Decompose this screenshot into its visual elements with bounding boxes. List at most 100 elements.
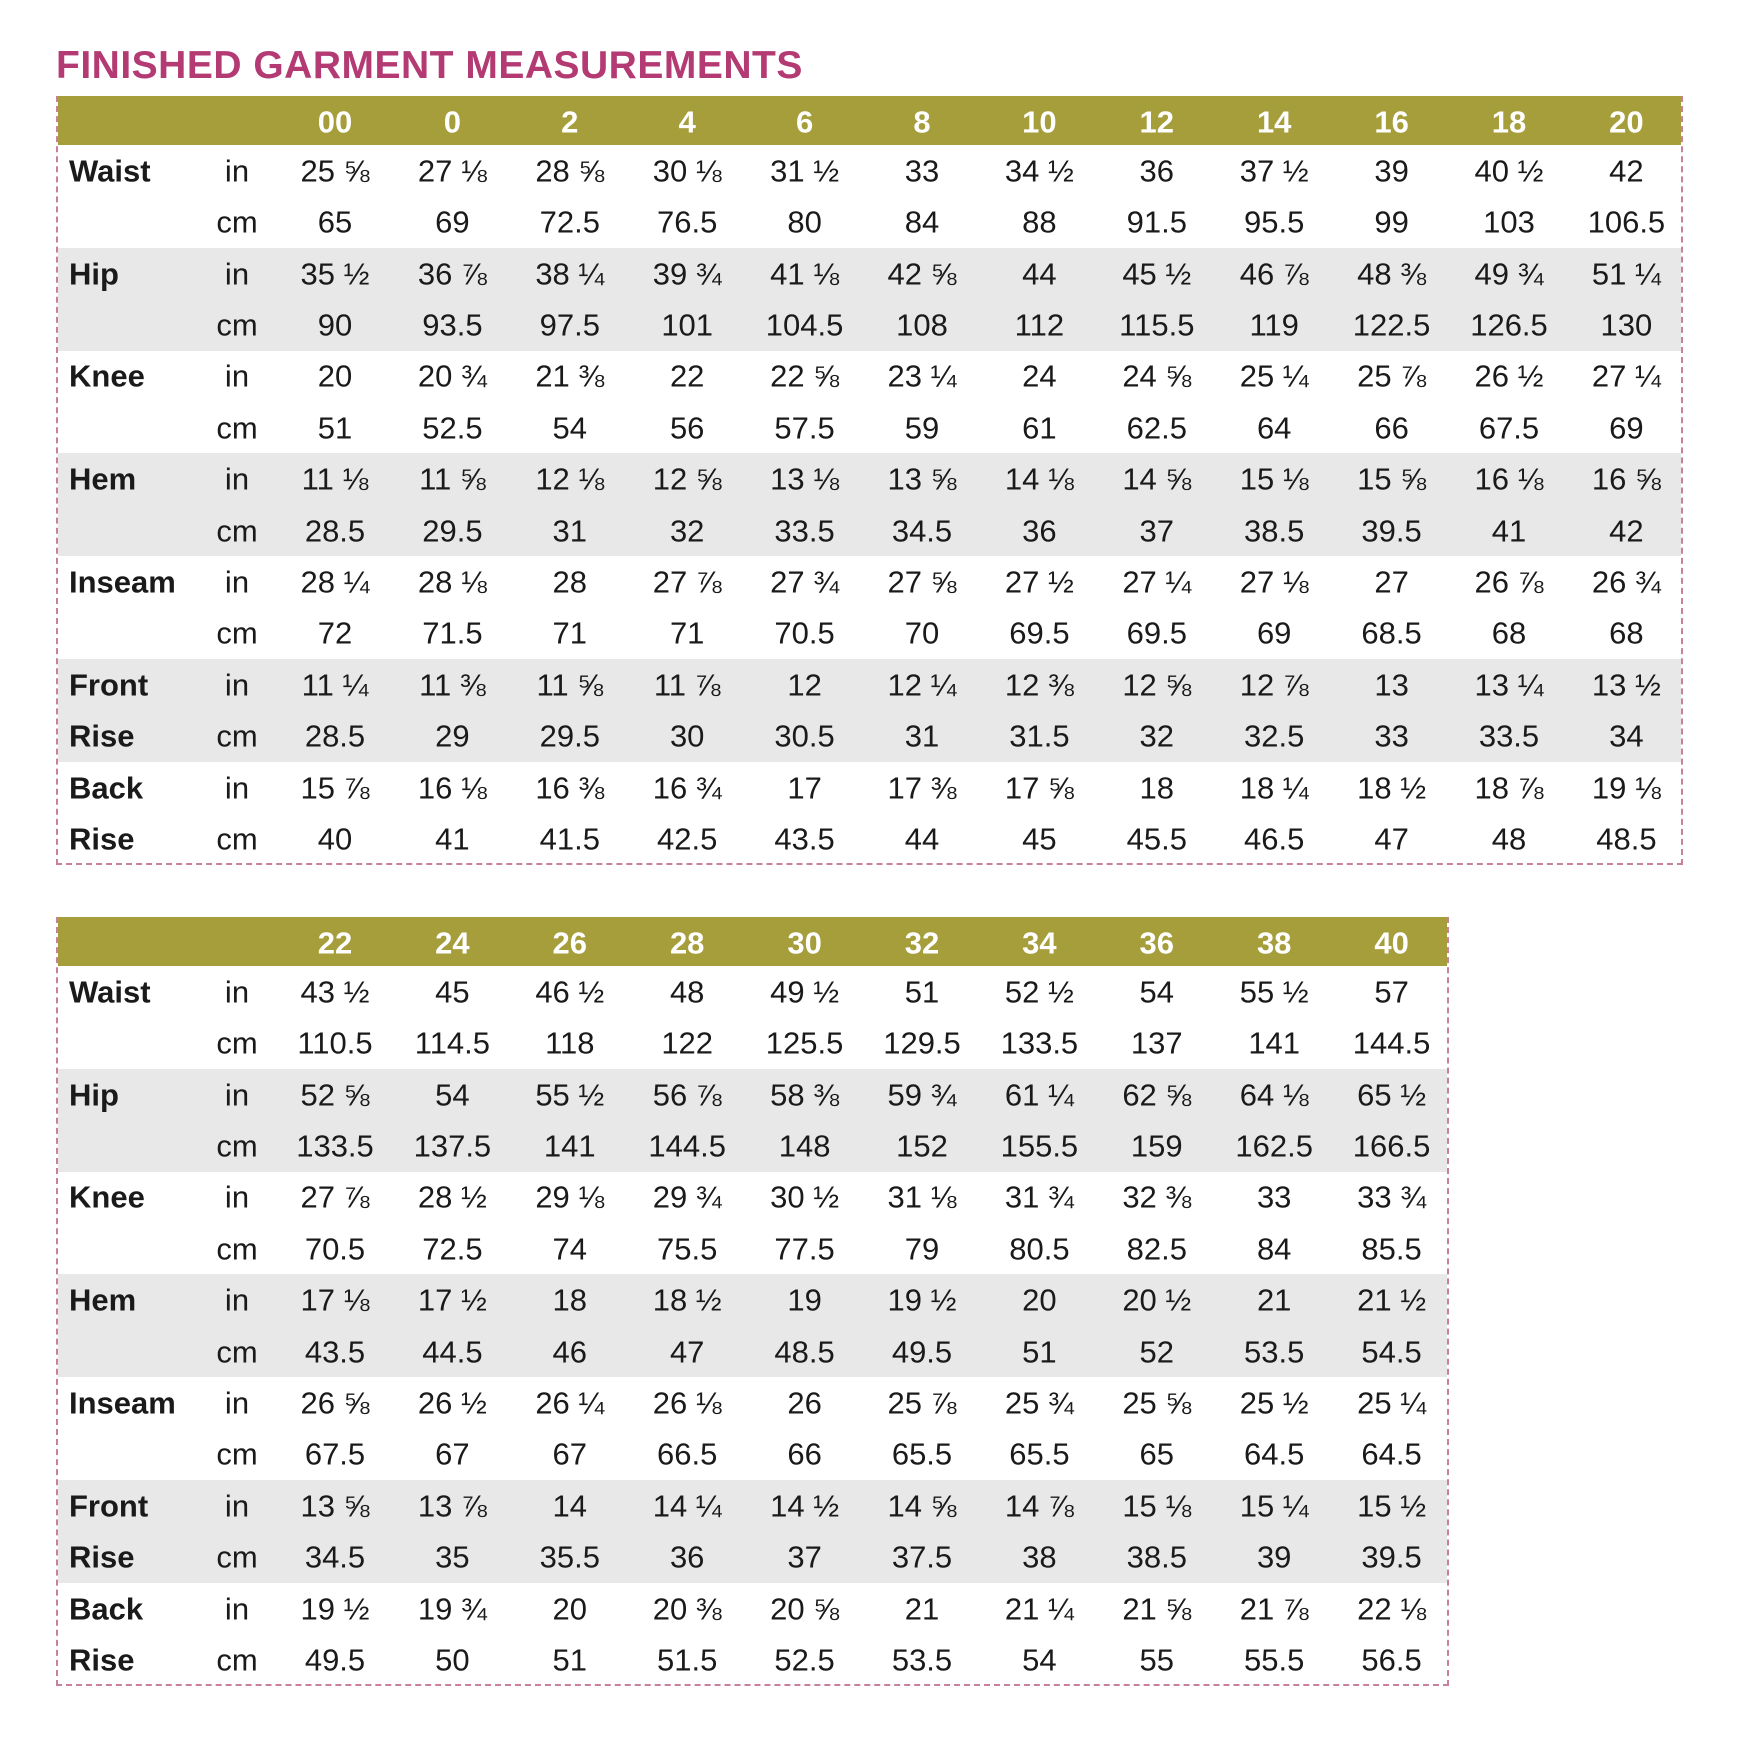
- header-row: 00 0 2 4 6 8 10 12 14 16 18 20: [58, 96, 1682, 145]
- value: 18: [1139, 770, 1175, 805]
- value: 21: [1256, 1282, 1292, 1318]
- value: 114.5: [414, 1025, 491, 1061]
- value: 130: [1600, 307, 1653, 343]
- value: 48: [1491, 821, 1527, 857]
- value: 42: [1609, 513, 1644, 548]
- value: 18: [552, 1282, 588, 1318]
- value: 28 ½: [417, 1179, 487, 1215]
- value: 20: [552, 1591, 588, 1626]
- value: 129.5: [883, 1025, 961, 1061]
- value: 36 ⅞: [417, 256, 487, 291]
- value: 17: [787, 770, 822, 805]
- value: 54.5: [1361, 1334, 1422, 1369]
- value: 159: [1130, 1128, 1183, 1164]
- value: 30 ⅛: [652, 153, 722, 189]
- value: 61 ¼: [1004, 1077, 1074, 1112]
- value: 41 ⅛: [770, 256, 840, 291]
- value: 37 ½: [1239, 153, 1309, 189]
- value: 27 ⅞: [652, 564, 722, 600]
- value: 80.5: [1009, 1231, 1070, 1267]
- unit: cm: [216, 1231, 258, 1267]
- measurement-label: Waist: [69, 153, 151, 189]
- row-band: [58, 659, 1682, 762]
- value: 49 ¾: [1474, 256, 1544, 291]
- size-header: 20: [1609, 104, 1644, 139]
- value: 62.5: [1126, 410, 1187, 446]
- value: 16 ⅛: [1474, 461, 1544, 497]
- unit: in: [224, 1179, 250, 1215]
- value: 43 ½: [300, 974, 370, 1010]
- value: 80: [787, 204, 822, 240]
- value: 11 ⅝: [419, 461, 486, 497]
- value: 52 ½: [1004, 974, 1074, 1010]
- unit: cm: [216, 1539, 258, 1575]
- value: 34.5: [304, 1539, 366, 1575]
- value: 19 ½: [887, 1282, 957, 1318]
- value: 14 ¼: [652, 1488, 722, 1524]
- value: 112: [1014, 307, 1065, 343]
- value: 38 ¼: [535, 256, 605, 291]
- value: 52 ⅝: [300, 1077, 370, 1112]
- value: 53.5: [891, 1642, 953, 1678]
- value: 91.5: [1126, 204, 1187, 240]
- value: 39.5: [1361, 513, 1422, 548]
- unit: in: [224, 974, 250, 1010]
- value: 20 ¾: [417, 358, 487, 394]
- size-header: 2: [561, 104, 579, 139]
- value: 27 ¾: [770, 564, 840, 600]
- size-header: 22: [317, 925, 353, 960]
- value: 28.5: [304, 513, 366, 548]
- value: 16 ⅝: [1591, 461, 1661, 497]
- value: 115.5: [1119, 307, 1195, 343]
- value: 34.5: [891, 513, 953, 548]
- value: 30: [669, 718, 705, 754]
- value: 17 ⅝: [1004, 770, 1074, 805]
- value: 76.5: [657, 204, 718, 240]
- value: 45: [1022, 821, 1057, 857]
- value: 15 ⅛: [1122, 1488, 1192, 1524]
- unit: cm: [216, 307, 258, 343]
- size-header: 4: [678, 104, 696, 139]
- value: 14 ⅝: [887, 1488, 957, 1524]
- value: 155.5: [1000, 1128, 1079, 1164]
- value: 77.5: [774, 1231, 835, 1267]
- unit: in: [224, 1591, 250, 1626]
- value: 34 ½: [1004, 153, 1074, 189]
- value: 32.5: [1244, 718, 1305, 754]
- unit: in: [224, 461, 250, 497]
- value: 66: [1374, 410, 1409, 446]
- value: 21 ½: [1357, 1282, 1427, 1318]
- value: 27 ¼: [1591, 358, 1661, 394]
- unit: cm: [216, 1334, 258, 1369]
- value: 33: [1374, 718, 1409, 754]
- size-header: 12: [1139, 104, 1175, 139]
- value: 44: [1022, 256, 1057, 291]
- value: 51: [317, 410, 353, 446]
- measurement-label: Front: [69, 667, 149, 703]
- value: 35: [435, 1539, 470, 1575]
- value: 13 ⅛: [770, 461, 840, 497]
- value: 42 ⅝: [887, 256, 957, 291]
- value: 33: [1256, 1179, 1292, 1215]
- value: 18 ½: [652, 1282, 722, 1318]
- measurement-label: Hem: [69, 461, 137, 497]
- value: 28.5: [304, 718, 366, 754]
- value: 27: [1374, 564, 1409, 600]
- measurement-label: Rise: [69, 821, 135, 857]
- unit: in: [224, 153, 250, 189]
- value: 133.5: [1000, 1025, 1079, 1061]
- value: 144.5: [648, 1128, 726, 1164]
- unit: cm: [216, 1642, 258, 1678]
- value: 68: [1609, 615, 1644, 651]
- value: 52.5: [774, 1642, 835, 1678]
- value: 13 ¼: [1474, 667, 1544, 703]
- value: 23 ¼: [887, 358, 957, 394]
- value: 72.5: [539, 204, 600, 240]
- value: 19 ¾: [417, 1591, 487, 1626]
- measurement-label: Hip: [69, 256, 119, 291]
- value: 33 ¾: [1357, 1179, 1427, 1215]
- size-header: 6: [795, 104, 814, 139]
- value: 97.5: [539, 307, 600, 343]
- measurement-label: Knee: [69, 358, 145, 394]
